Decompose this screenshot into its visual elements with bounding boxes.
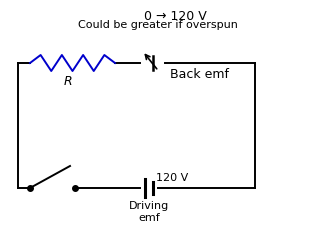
- Text: 120 V: 120 V: [156, 173, 188, 183]
- Text: 0 → 120 V: 0 → 120 V: [144, 10, 206, 23]
- Text: Driving
emf: Driving emf: [129, 201, 169, 223]
- Text: R: R: [63, 75, 72, 88]
- Text: Could be greater if overspun: Could be greater if overspun: [78, 20, 238, 30]
- Text: Back emf: Back emf: [170, 68, 229, 81]
